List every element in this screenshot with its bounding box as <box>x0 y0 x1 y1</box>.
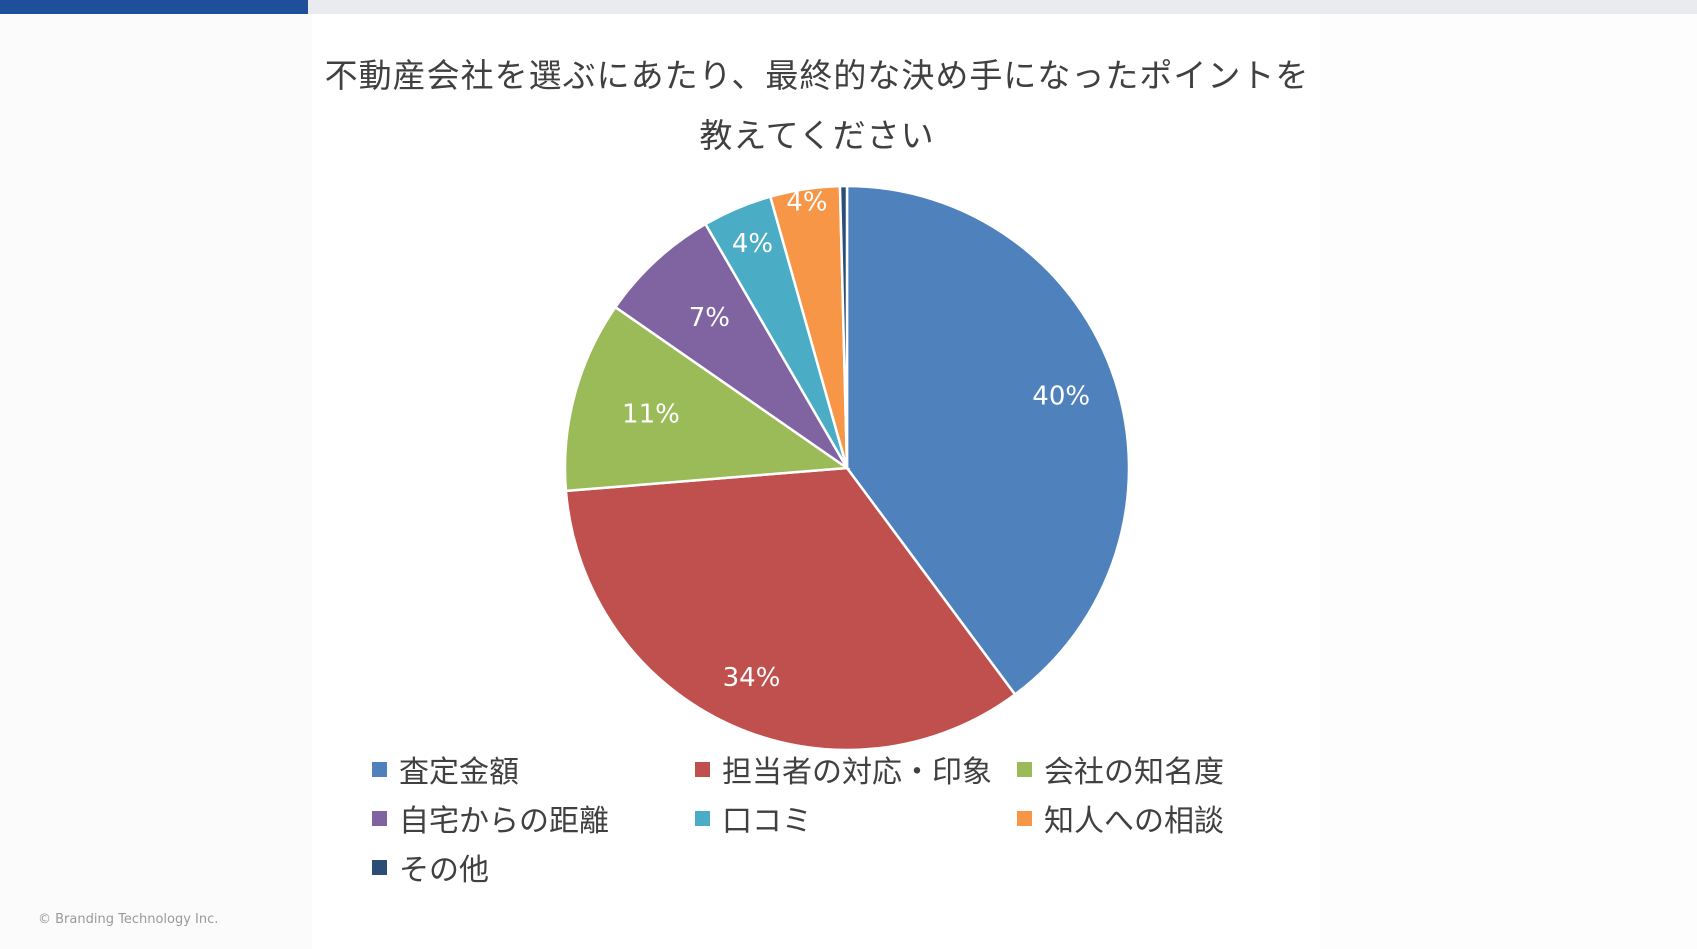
chart-title-line-2: 教えてください <box>699 116 935 155</box>
legend-item-7: その他 <box>372 845 489 889</box>
pie-data-label-4: 7% <box>689 303 730 333</box>
legend-label-3: 会社の知名度 <box>1044 755 1224 790</box>
pie-data-label-1: 40% <box>1032 382 1090 412</box>
chart-title: 不動産会社を選ぶにあたり、最終的な決め手になったポイントを 教えてください <box>312 46 1322 166</box>
legend-swatch-3 <box>1017 761 1032 777</box>
pie-slice-4 <box>613 222 849 470</box>
legend-item-3: 会社の知名度 <box>1017 747 1224 791</box>
legend-swatch-7 <box>372 859 387 875</box>
pie-data-label-6: 4% <box>786 188 827 218</box>
pie-slice-7 <box>838 184 849 469</box>
legend-item-4: 自宅からの距離 <box>372 796 609 840</box>
pie-data-label-3: 11% <box>622 400 680 430</box>
legend-swatch-4 <box>372 810 387 826</box>
legend-item-1: 査定金額 <box>372 747 519 791</box>
legend-label-6: 知人への相談 <box>1044 804 1224 839</box>
legend-item-6: 知人への相談 <box>1017 796 1224 840</box>
right-panel <box>1320 14 1697 949</box>
legend-label-5: 口コミ <box>722 804 812 839</box>
legend-swatch-6 <box>1017 810 1032 826</box>
legend-label-1: 査定金額 <box>399 755 519 790</box>
copyright-text: © Branding Technology Inc. <box>38 912 219 927</box>
header-accent-bar <box>0 0 308 14</box>
legend-item-2: 担当者の対応・印象 <box>695 747 992 791</box>
pie-slice-1 <box>845 184 1131 697</box>
pie-slice-2 <box>564 466 1017 752</box>
legend-swatch-2 <box>695 761 710 777</box>
left-panel <box>0 14 312 949</box>
legend-swatch-1 <box>372 761 387 777</box>
pie-data-label-7: 0% <box>835 162 876 192</box>
legend-label-7: その他 <box>399 853 489 888</box>
legend-label-2: 担当者の対応・印象 <box>722 755 992 790</box>
legend-label-4: 自宅からの距離 <box>399 804 609 839</box>
header-bar <box>308 0 1697 14</box>
legend-item-5: 口コミ <box>695 796 812 840</box>
chart-title-line-1: 不動産会社を選ぶにあたり、最終的な決め手になったポイントを <box>324 56 1310 95</box>
pie-slice-3 <box>563 305 851 493</box>
legend-swatch-5 <box>695 810 710 826</box>
pie-data-label-2: 34% <box>723 663 781 693</box>
pie-data-label-5: 4% <box>732 229 773 259</box>
